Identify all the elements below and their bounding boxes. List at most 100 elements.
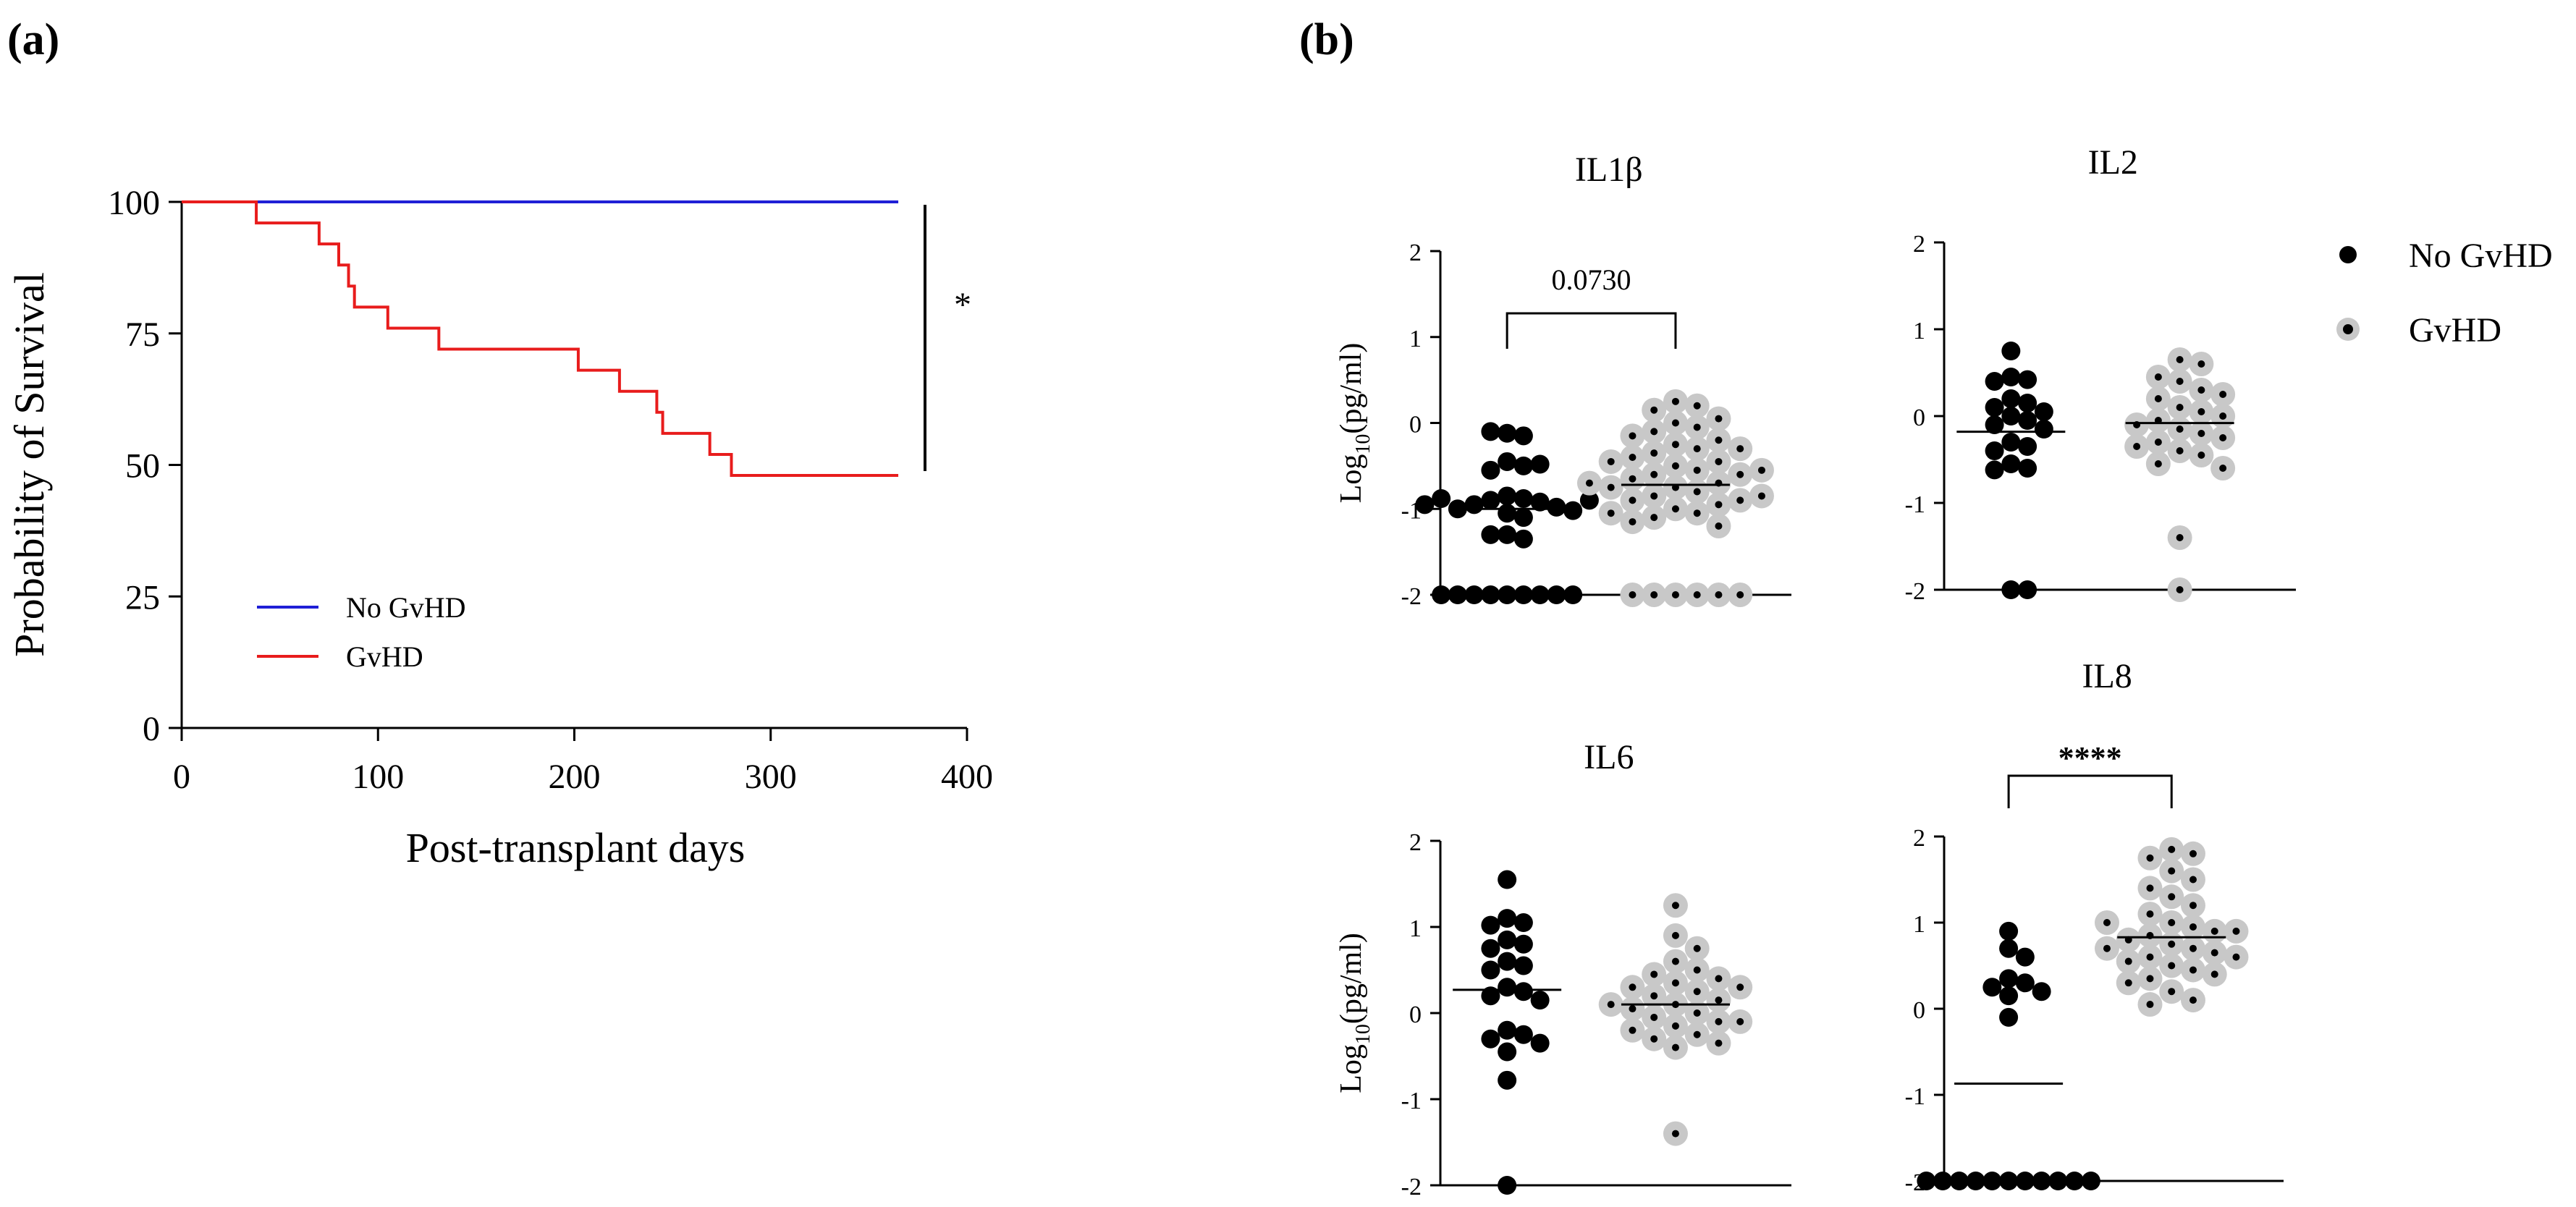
survival-y-label: Probability of Survival: [6, 272, 53, 657]
il1b-point-gvhd-center: [1693, 423, 1701, 431]
il2-point-no-gvhd: [2018, 437, 2037, 456]
il1b-point-gvhd-center: [1607, 509, 1615, 517]
il6-point-gvhd-center: [1693, 988, 1701, 996]
il6-point-gvhd-center: [1671, 957, 1679, 965]
il1b-point-no-gvhd: [1498, 585, 1517, 604]
il8-point-no-gvhd: [1982, 978, 2002, 997]
il1b-point-no-gvhd: [1481, 585, 1500, 604]
il6-point-no-gvhd: [1498, 1042, 1517, 1062]
il6-no-gvhd-group: [1453, 870, 1562, 1195]
il6-point-gvhd-center: [1715, 996, 1723, 1004]
il2-point-no-gvhd: [2001, 342, 2021, 360]
legend-dot-no-gvhd: [2339, 246, 2357, 263]
il1b-point-no-gvhd: [1481, 422, 1500, 441]
significance-star: *: [954, 286, 971, 324]
il1b-point-gvhd-center: [1629, 591, 1637, 598]
il2-point-gvhd-center: [2154, 439, 2162, 446]
il8-y-tick-label: ‑1: [1905, 1083, 1925, 1110]
il1b-point-no-gvhd: [1498, 452, 1517, 471]
il6-point-no-gvhd: [1530, 991, 1550, 1010]
il6-point-no-gvhd: [1513, 956, 1533, 975]
il6-point-gvhd-center: [1715, 1017, 1723, 1025]
il8-point-gvhd-center: [2189, 996, 2197, 1004]
survival-y-tick-label: 50: [125, 447, 160, 486]
il1b-y-tick-label: ‑2: [1401, 583, 1422, 610]
legend-label-no-gvhd: No GvHD: [346, 591, 466, 624]
il6-point-no-gvhd: [1481, 1029, 1500, 1049]
il2-point-no-gvhd: [2001, 454, 2021, 473]
il8-point-no-gvhd: [1933, 1172, 1953, 1190]
il1b-point-gvhd-center: [1715, 436, 1723, 444]
il6-y-tick-label: 2: [1409, 829, 1422, 856]
il2-point-no-gvhd: [2018, 580, 2037, 599]
il1b-point-gvhd-center: [1715, 591, 1723, 598]
survival-line-gvhd: [182, 200, 899, 478]
il2-point-no-gvhd: [1985, 372, 2004, 391]
il8-point-gvhd-center: [2168, 962, 2176, 970]
il2-y-tick-label: ‑1: [1905, 491, 1925, 518]
il8-point-gvhd-center: [2168, 919, 2176, 926]
il2-y-tick-label: 0: [1913, 405, 1925, 431]
il2-point-gvhd-center: [2154, 373, 2162, 381]
il6-point-no-gvhd: [1530, 1033, 1550, 1053]
il8-point-gvhd-center: [2168, 988, 2176, 996]
il1b-y-tick-label: 1: [1409, 326, 1422, 352]
il1b-point-gvhd-center: [1650, 514, 1658, 522]
il2-point-no-gvhd: [2034, 402, 2053, 421]
legend-label-gvhd: GvHD: [346, 640, 423, 673]
il6-y-label: Log10(pg/ml): [1335, 933, 1374, 1093]
il1b-point-gvhd-center: [1693, 591, 1701, 598]
il6-point-gvhd-center: [1715, 975, 1723, 983]
il6-point-no-gvhd: [1481, 986, 1500, 1006]
il2-point-no-gvhd: [2018, 394, 2037, 412]
il8-point-no-gvhd: [1982, 1172, 2002, 1190]
il1b-point-no-gvhd: [1530, 492, 1550, 512]
il8-gvhd-group: [2094, 837, 2249, 1017]
il8-point-no-gvhd: [2032, 982, 2051, 1001]
il8-point-gvhd-center: [2168, 940, 2176, 948]
il8-point-gvhd-center: [2210, 927, 2218, 935]
survival-legend: No GvHD GvHD: [257, 591, 466, 673]
il8-point-gvhd-center: [2146, 884, 2154, 892]
il8-no-gvhd-group: [1917, 921, 2100, 1190]
il6-y-tick-label: 0: [1409, 1001, 1422, 1028]
il8-point-no-gvhd: [2048, 1172, 2068, 1190]
il1b-point-no-gvhd: [1513, 529, 1533, 549]
il1b-point-no-gvhd: [1563, 501, 1583, 520]
il1b-significance-label: 0.0730: [1552, 263, 1631, 296]
il1b-point-gvhd-center: [1650, 449, 1658, 457]
il8-point-gvhd-center: [2189, 944, 2197, 952]
il1b-point-gvhd-center: [1629, 496, 1637, 504]
il8-point-gvhd-center: [2232, 953, 2240, 961]
il1b-point-gvhd-center: [1693, 402, 1701, 410]
il1b-point-no-gvhd: [1547, 497, 1566, 517]
il1b-no-gvhd-group: [1415, 422, 1599, 604]
il1b-point-gvhd-center: [1650, 492, 1658, 500]
il1b-point-no-gvhd: [1579, 491, 1599, 510]
il2-point-no-gvhd: [2001, 407, 2021, 425]
il1b-point-no-gvhd: [1415, 495, 1435, 514]
il2-point-gvhd-center: [2176, 425, 2184, 433]
il1b-significance-bracket: [1506, 312, 1677, 349]
panel-b-label: (b): [1299, 15, 1354, 64]
survival-x-tick-label: 400: [941, 758, 993, 796]
il1b-point-no-gvhd: [1481, 491, 1500, 510]
il6-point-no-gvhd: [1498, 909, 1517, 928]
il8-y-tick-label: 0: [1913, 997, 1925, 1024]
il2-point-no-gvhd: [1985, 398, 2004, 417]
il8-point-gvhd-center: [2168, 893, 2176, 901]
il1b-gvhd-group: [1576, 389, 1774, 607]
il8-point-gvhd-center: [2168, 845, 2176, 853]
il8-y-tick-label: 2: [1913, 825, 1925, 852]
il8-y-tick-label: 1: [1913, 911, 1925, 938]
il1b-y-tick-label: 0: [1409, 412, 1422, 439]
il2-point-gvhd-center: [2176, 534, 2184, 541]
il1b-point-gvhd-center: [1650, 428, 1658, 436]
il1b-point-gvhd-center: [1650, 470, 1658, 478]
il1b-point-gvhd-center: [1693, 445, 1701, 453]
il6-point-no-gvhd: [1513, 934, 1533, 954]
il8-point-gvhd-center: [2189, 876, 2197, 884]
il6-point-no-gvhd: [1513, 982, 1533, 1001]
il8-point-no-gvhd: [2015, 1172, 2035, 1190]
il1b-point-gvhd-center: [1671, 397, 1679, 405]
